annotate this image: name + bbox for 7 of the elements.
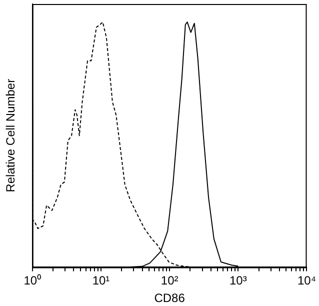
x-tick-label: 10⁰ (24, 274, 42, 288)
x-axis-title: CD86 (154, 291, 186, 306)
x-tick-label: 10² (160, 274, 178, 288)
x-tick-label: 10⁴ (297, 274, 316, 288)
x-tick-label: 10¹ (92, 274, 110, 288)
y-axis-title: Relative Cell Number (4, 78, 18, 192)
x-tick-label: 10³ (229, 274, 247, 288)
